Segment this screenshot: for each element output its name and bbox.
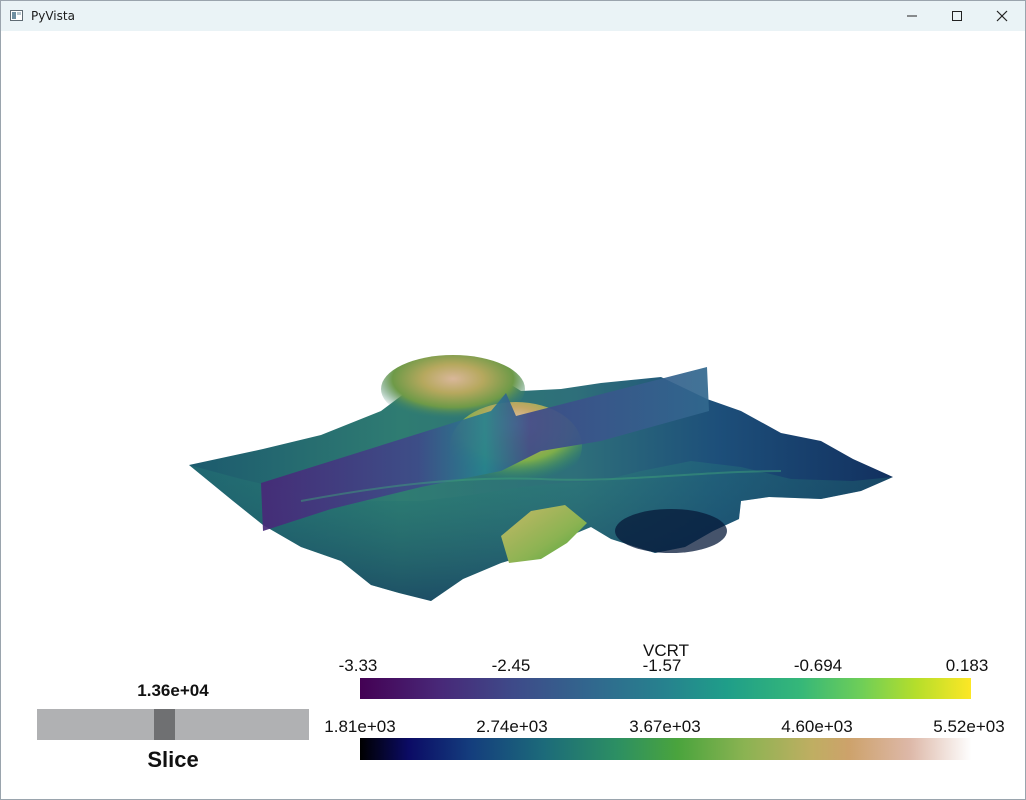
close-icon (996, 10, 1008, 22)
close-button[interactable] (979, 1, 1025, 31)
minimize-button[interactable] (889, 1, 935, 31)
colorbar-tick: -1.57 (642, 656, 682, 675)
title-bar[interactable]: PyVista (1, 1, 1025, 31)
maximize-icon (952, 11, 962, 21)
colorbar-tick: -3.33 (338, 656, 378, 675)
colorbar-tick: -0.694 (793, 656, 843, 675)
colorbar-tick: 5.52e+03 (933, 717, 1005, 736)
colorbar-tick: -2.45 (491, 656, 531, 675)
colorbar-elevation (360, 738, 971, 760)
colorbar-vcrt (360, 678, 971, 699)
render-viewport[interactable] (1, 31, 1025, 799)
maximize-button[interactable] (934, 1, 980, 31)
colorbar-tick: 1.81e+03 (324, 717, 396, 736)
colorbar-tick: 0.183 (945, 656, 989, 675)
pyvista-app-icon (10, 10, 23, 21)
terrain-ridge-highlight (300, 470, 782, 502)
colorbar-tick: 3.67e+03 (629, 717, 701, 736)
slider-value-label: 1.36e+04 (137, 681, 209, 700)
window-title: PyVista (31, 9, 75, 23)
slider-title: Slice (147, 747, 199, 772)
colorbar-tick: 2.74e+03 (476, 717, 548, 736)
minimize-icon (907, 15, 917, 17)
terrain-peak-front (501, 505, 587, 563)
colorbar-title-vcrt: VCRT (643, 641, 689, 660)
colorbar-tick: 4.60e+03 (781, 717, 853, 736)
terrain-surface-plot[interactable] (1, 31, 1025, 799)
slice-slider-handle[interactable] (154, 709, 175, 740)
terrain-basin (615, 509, 727, 553)
